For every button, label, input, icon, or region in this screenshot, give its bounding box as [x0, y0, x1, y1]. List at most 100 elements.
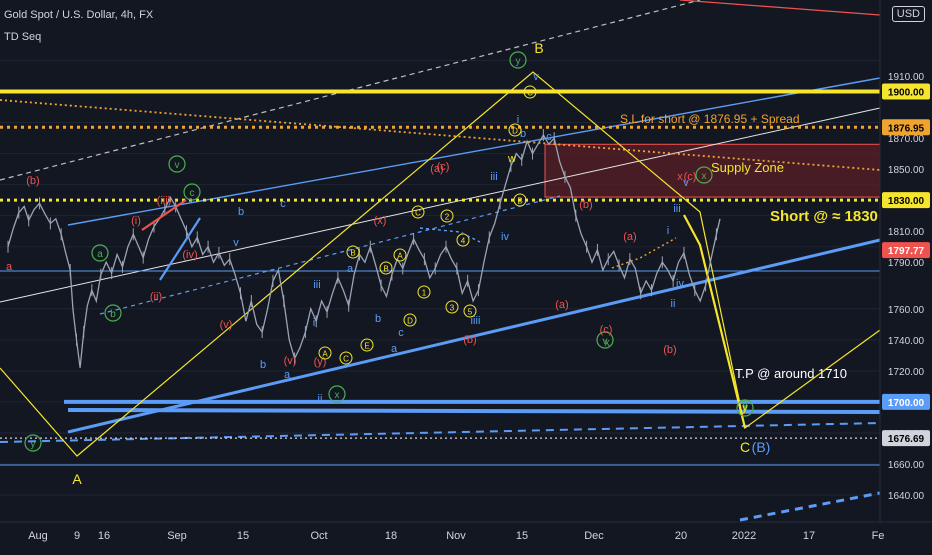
td-circle-label: E — [364, 342, 369, 351]
wave-circle-label: a — [97, 249, 103, 260]
wave-circle — [24, 434, 42, 452]
wave-circle — [183, 183, 201, 201]
white-trendline — [0, 107, 881, 303]
price-badge — [882, 192, 930, 209]
annotation-take-profit: T.P @ around 1710 — [735, 366, 847, 381]
red-mini-line — [141, 199, 187, 231]
td-circle — [411, 205, 425, 219]
x-axis-tick-label: Nov — [446, 530, 466, 542]
td-circle-label: D — [512, 127, 518, 136]
wave-label-C: C — [740, 439, 750, 455]
wave-label: (a) — [430, 163, 443, 175]
wave-label: a — [347, 263, 354, 275]
td-circle-label: C — [415, 209, 421, 218]
wave-label: ii — [476, 315, 481, 327]
x-axis-tick-label: 15 — [516, 530, 528, 542]
td-circle — [417, 285, 431, 299]
td-circle-label: 2 — [445, 213, 450, 222]
y-axis-tick-label: 1660.00 — [888, 460, 925, 471]
wave-circle — [596, 331, 614, 349]
wave-label-B-big: (B) — [752, 439, 771, 455]
wave-label: (b) — [26, 175, 39, 187]
wave-label: (v) — [284, 355, 297, 367]
wave-circle-label: x — [335, 390, 340, 401]
wave-label-A: A — [72, 471, 82, 487]
wave-label-B: B — [534, 40, 543, 56]
y-axis-tick-label: 1850.00 — [888, 165, 925, 176]
td-circle — [346, 245, 360, 259]
wave-label: (a) — [623, 231, 636, 243]
wave-label: (a) — [555, 299, 568, 311]
price-badge-label: 1876.95 — [888, 123, 925, 134]
td-circle-label: 5 — [468, 308, 473, 317]
chart-title: Gold Spot / U.S. Dollar, 4h, FX — [4, 9, 154, 21]
td-circle — [440, 209, 454, 223]
x-axis-panel — [0, 522, 932, 550]
y-axis-tick-label: 1720.00 — [888, 367, 925, 378]
wave-label: i — [517, 114, 519, 126]
wave-circle-label: y — [516, 56, 521, 67]
wave-label: y — [742, 399, 748, 411]
wave-label: iv — [501, 231, 509, 243]
indicator-name: TD Seq — [4, 31, 42, 43]
x-axis-tick-label: Oct — [310, 530, 327, 542]
x-axis-tick-label: Sep — [167, 530, 187, 542]
wave-label: (ii) — [150, 291, 162, 303]
wave-label: (v) — [220, 319, 233, 331]
wave-label: iii — [673, 203, 680, 215]
wave-label: ii — [671, 298, 676, 310]
wave-label: i — [667, 225, 669, 237]
y-axis-tick-label: 1790.00 — [888, 258, 925, 269]
wave-label: i — [313, 317, 315, 329]
wave-label: v — [233, 237, 239, 249]
y-axis-tick-label: 1760.00 — [888, 305, 925, 316]
wave-label: w — [507, 153, 516, 165]
td-circle — [403, 313, 417, 327]
td-circle-label: C — [527, 89, 533, 98]
wave-label: v — [533, 71, 539, 83]
td-circle-label: 3 — [450, 304, 455, 313]
wave-label: b — [260, 359, 266, 371]
td-circle-label: D — [407, 317, 413, 326]
x-axis-tick-label: 18 — [385, 530, 397, 542]
red-top-line — [679, 0, 881, 16]
x-axis-tick-label: Fe — [872, 530, 885, 542]
wave-label: (b) — [663, 344, 676, 356]
wave-label: (i) — [131, 215, 141, 227]
wave-circle-label: x — [702, 171, 707, 182]
x-axis-tick-label: 9 — [74, 530, 80, 542]
annotation-short-entry: Short @ ≈ 1830 — [770, 208, 878, 225]
wave-label: iii — [490, 171, 497, 183]
wave-label: c — [280, 198, 286, 210]
wave-label: (c) — [600, 324, 613, 336]
td-circle — [360, 338, 374, 352]
currency-button[interactable]: USD — [891, 6, 925, 22]
wave-label: c — [546, 131, 552, 143]
wave-label: (iii) — [157, 195, 172, 207]
wave-label: b — [520, 128, 526, 140]
y-axis-tick-label: 1810.00 — [888, 227, 925, 238]
wave-circle-label: v — [175, 160, 180, 171]
wave-label: iv — [676, 278, 684, 290]
wave-label: b — [238, 206, 244, 218]
wave-circle — [104, 304, 122, 322]
wave-label: c — [398, 327, 404, 339]
x-axis-tick-label: Dec — [584, 530, 604, 542]
td-circle — [379, 261, 393, 275]
price-badge — [882, 119, 930, 136]
yellow-abc-wave — [0, 71, 881, 457]
wave-circle — [91, 244, 109, 262]
price-badge — [882, 242, 930, 259]
dashed-blue-lower-line — [739, 491, 881, 522]
wave-circle — [695, 166, 713, 184]
wave-label: v — [683, 177, 689, 189]
wave-label: a — [284, 369, 291, 381]
td-circle — [445, 300, 459, 314]
td-circle-label: 1 — [422, 289, 427, 298]
wave-circle-label: v — [603, 336, 608, 347]
y-axis-tick-label: 1640.00 — [888, 491, 925, 502]
wave-label: b — [375, 313, 381, 325]
wave-label: x — [677, 171, 683, 183]
